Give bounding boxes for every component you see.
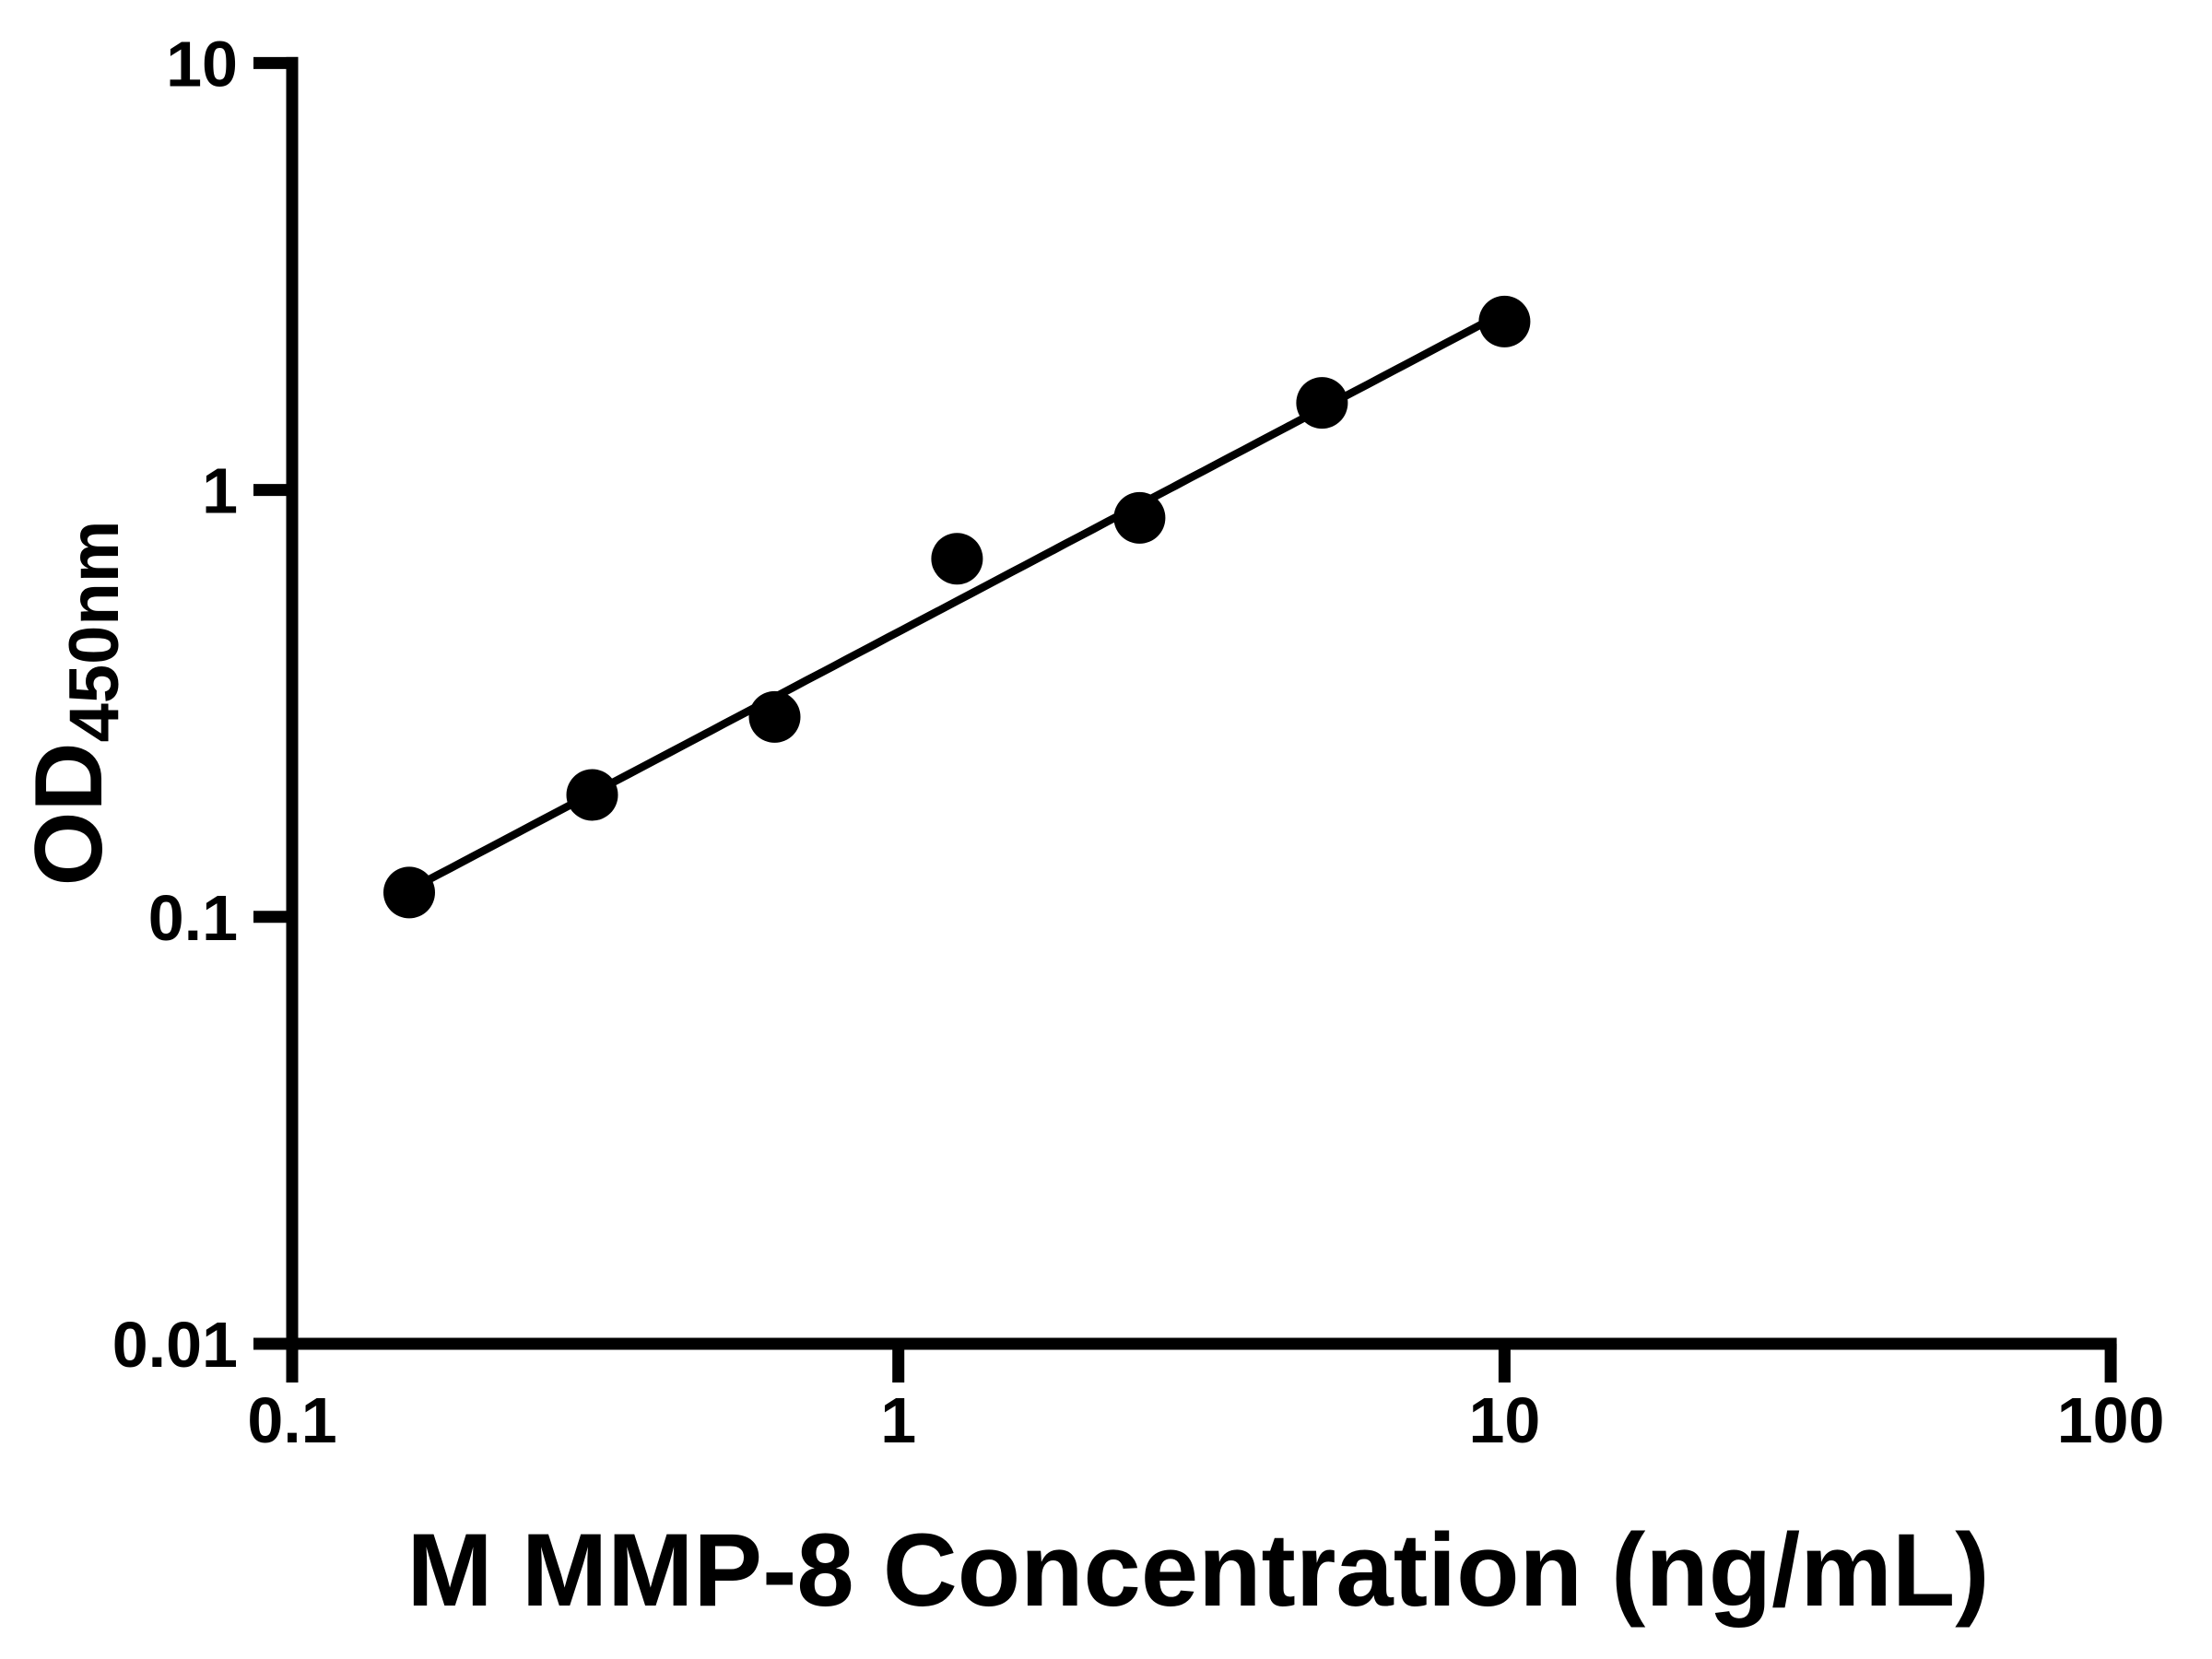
x-tick-label: 100	[2057, 1384, 2165, 1456]
data-point	[1113, 491, 1166, 544]
x-tick-label: 10	[1468, 1384, 1540, 1456]
data-point	[1478, 295, 1531, 347]
x-tick-label: 0.1	[247, 1384, 336, 1456]
ticks	[253, 56, 2117, 1382]
data-point	[748, 690, 801, 743]
y-tick-label: 0.1	[148, 882, 238, 954]
x-tick-label: 1	[880, 1384, 916, 1456]
data-point	[383, 866, 435, 919]
y-tick-label: 1	[202, 455, 238, 527]
x-axis-title: M MMP-8 Concentration (ng/mL)	[406, 1512, 1989, 1628]
y-tick-label: 10	[166, 28, 238, 100]
y-axis-title-subscript: 450nm	[55, 521, 134, 743]
data-point	[566, 769, 618, 821]
y-axis-title-main: OD	[16, 742, 123, 886]
data-point	[931, 533, 983, 585]
y-axis-title: OD450nm	[16, 521, 134, 887]
data-points-group	[383, 295, 1531, 919]
data-point	[1296, 377, 1348, 429]
axes	[286, 56, 2117, 1350]
y-tick-label: 0.01	[112, 1309, 238, 1381]
